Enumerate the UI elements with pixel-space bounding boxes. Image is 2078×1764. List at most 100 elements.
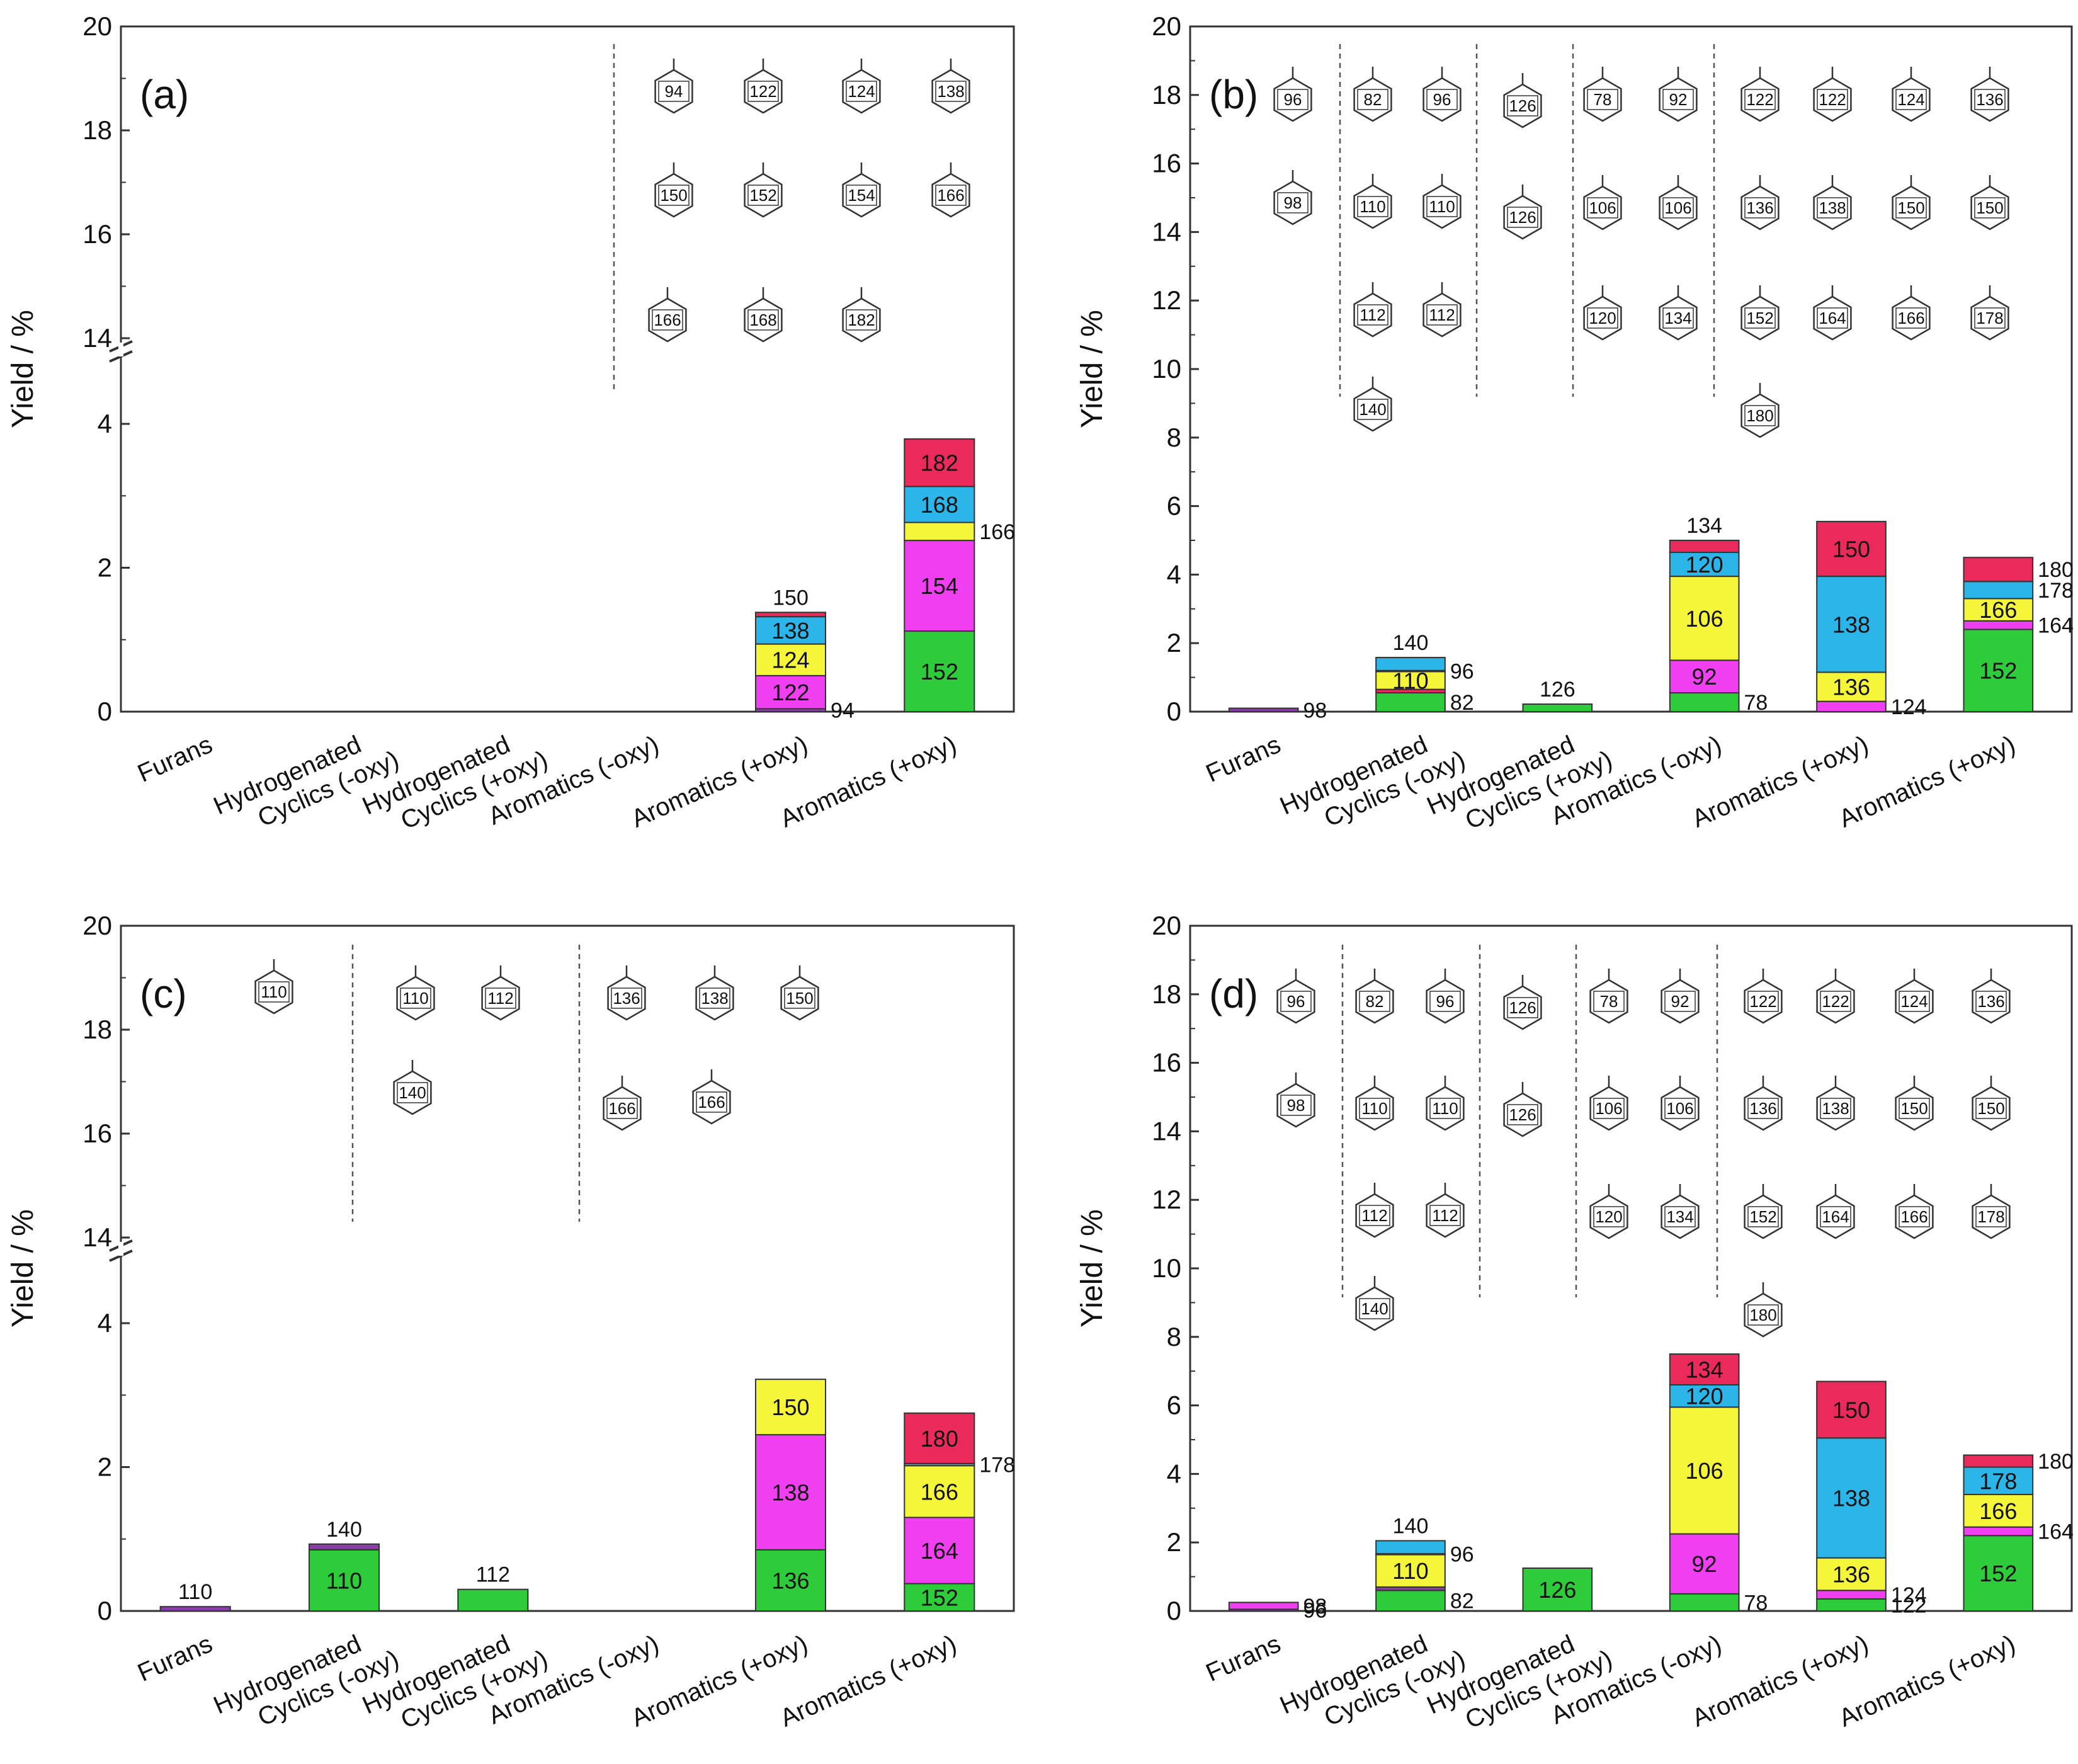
molecule-mass-label: 166 — [608, 1099, 635, 1118]
molecule-mass-label: 180 — [1749, 1306, 1776, 1324]
molecule-mass-label: 82 — [1366, 992, 1384, 1011]
bar-segment — [904, 1516, 975, 1585]
molecule-mass-label: 78 — [1594, 90, 1612, 109]
mass-box — [1664, 991, 1696, 1012]
segment-label: 136 — [771, 1568, 809, 1593]
molecule-structure: 110 — [396, 965, 435, 1021]
ring-hexagon — [1970, 185, 2009, 230]
molecule-mass-label: 96 — [1284, 90, 1302, 109]
segment-label: 166 — [921, 1479, 958, 1505]
ring-hexagon — [842, 69, 881, 114]
mass-box — [1662, 89, 1694, 110]
segment-label: 138 — [771, 618, 809, 644]
bar-segment — [1669, 552, 1740, 578]
x-category-label: HydrogenatedCyclics (-oxy) — [1276, 1619, 1469, 1746]
molecule-mass-label: 138 — [701, 989, 728, 1008]
mass-box — [1747, 991, 1779, 1012]
y-tick-label: 0 — [1167, 697, 1181, 726]
segment-label: 134 — [1686, 514, 1722, 538]
molecule-mass-label: 136 — [613, 989, 640, 1008]
y-tick-label: 4 — [1167, 559, 1181, 589]
molecule-structure: 124 — [842, 59, 881, 114]
y-tick-label: 14 — [82, 323, 112, 353]
segment-label: 140 — [1393, 1514, 1429, 1538]
molecule-structure: 150 — [780, 965, 819, 1021]
ring-hexagon — [1503, 985, 1542, 1030]
mass-box — [1357, 399, 1388, 420]
segment-label: 180 — [2038, 558, 2074, 582]
molecule-structure: 138 — [931, 59, 970, 114]
mass-box — [1975, 991, 2007, 1012]
segment-label: 98 — [1303, 698, 1327, 722]
y-tick-label: 20 — [1152, 911, 1181, 940]
ring-hexagon — [1353, 292, 1392, 338]
molecule-mass-label: 166 — [1900, 1207, 1928, 1226]
mass-box — [1895, 307, 1927, 329]
mass-box — [1899, 1098, 1930, 1119]
molecule-mass-label: 112 — [1361, 1206, 1387, 1225]
ring-hexagon — [1816, 979, 1855, 1024]
y-tick-label: 2 — [1167, 1527, 1181, 1557]
y-tick-label: 4 — [98, 409, 112, 438]
molecule-structure: 122 — [1816, 969, 1855, 1024]
bar-segment — [754, 1379, 827, 1436]
molecule-mass-label: 168 — [749, 310, 776, 329]
mass-box — [1747, 1098, 1779, 1119]
ring-hexagon — [1276, 979, 1315, 1024]
mass-box — [1280, 1095, 1312, 1116]
molecule-structure: 136 — [1740, 175, 1780, 230]
y-tick-label: 20 — [82, 911, 112, 940]
ring-hexagon — [1895, 979, 1934, 1024]
ring-hexagon — [1583, 77, 1622, 122]
mass-box — [1280, 991, 1312, 1012]
mass-box — [400, 987, 431, 1009]
ring-hexagon — [1589, 1194, 1628, 1239]
ring-hexagon — [1276, 1083, 1315, 1128]
molecule-structure: 112 — [1426, 1183, 1465, 1238]
molecule-structure: 166 — [603, 1076, 642, 1131]
ring-hexagon — [648, 297, 687, 343]
bar-segment — [308, 1549, 380, 1612]
molecule-structure: 110 — [1422, 174, 1462, 229]
segment-label: 96 — [1450, 1543, 1474, 1567]
bar-segment — [1816, 1437, 1887, 1559]
y-tick-label: 18 — [82, 115, 112, 145]
y-tick-label: 18 — [82, 1015, 112, 1044]
segment-label: 92 — [1692, 1551, 1717, 1577]
mass-box — [1357, 304, 1388, 326]
ring-hexagon — [1353, 387, 1392, 432]
segment-label: 150 — [1832, 1397, 1870, 1423]
segment-label: 136 — [1832, 1562, 1870, 1588]
ring-hexagon — [1503, 195, 1542, 240]
mass-box — [1359, 1098, 1390, 1119]
bar-segment — [1816, 521, 1887, 578]
molecule-structure: 164 — [1813, 285, 1852, 341]
chart-panel-2: (b)Yield / %02468101214161820FuransHydro… — [1076, 11, 2074, 835]
segment-label: 122 — [1891, 1593, 1927, 1617]
ring-hexagon — [393, 1070, 432, 1115]
segment-label: 122 — [771, 680, 809, 705]
segment-label: 82 — [1450, 1590, 1474, 1613]
molecule-structure: 110 — [1353, 174, 1392, 229]
mass-box — [784, 987, 815, 1009]
segment-label: 134 — [1686, 1357, 1723, 1382]
segment-label: 78 — [1744, 691, 1768, 715]
bar-segment — [1669, 1406, 1740, 1535]
y-tick-label: 14 — [1152, 1116, 1181, 1146]
molecule-structure: 136 — [1744, 1076, 1783, 1131]
molecule-structure: 122 — [1740, 67, 1780, 122]
mass-box — [1587, 307, 1618, 329]
x-category-label: Furans — [133, 1630, 217, 1687]
segment-label: 180 — [2038, 1450, 2074, 1474]
molecule-structure: 164 — [1816, 1184, 1855, 1239]
y-tick-label: 20 — [82, 11, 112, 41]
molecule-mass-label: 140 — [399, 1083, 426, 1102]
ring-hexagon — [1740, 295, 1780, 341]
mass-box — [1357, 196, 1388, 217]
molecule-structure: 136 — [607, 965, 646, 1021]
molecule-mass-label: 180 — [1746, 406, 1773, 425]
ring-hexagon — [603, 1086, 642, 1131]
ring-hexagon — [744, 297, 783, 343]
molecule-mass-label: 164 — [1819, 309, 1846, 327]
y-axis-label: Yield / % — [1076, 1209, 1109, 1328]
